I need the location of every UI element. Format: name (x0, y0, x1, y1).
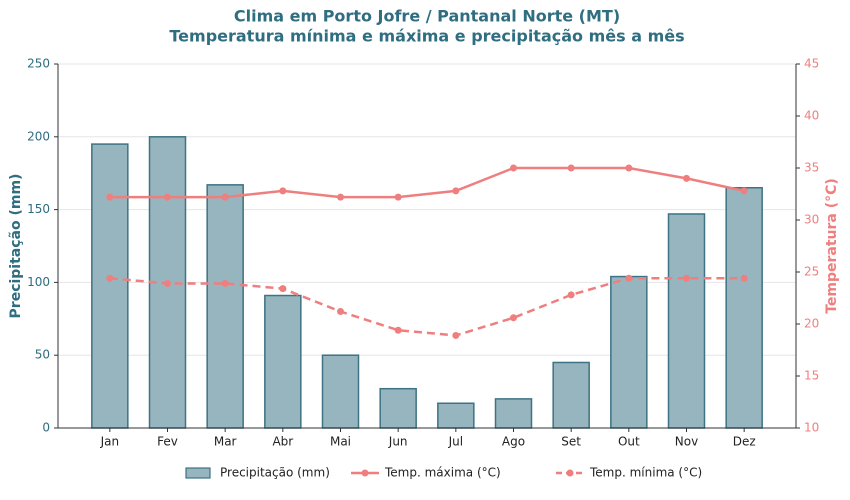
x-tick-label: Jun (388, 435, 408, 449)
point (279, 285, 287, 293)
y-tick-label: 200 (27, 129, 50, 143)
point (510, 164, 517, 172)
point (221, 193, 229, 201)
bar (437, 402, 475, 429)
y2-tick-label: 25 (804, 265, 819, 279)
point (683, 174, 690, 182)
point (740, 274, 748, 282)
point (279, 187, 287, 195)
bar (494, 398, 533, 429)
y2-tick-label: 20 (804, 317, 819, 331)
x-tick-label: Dez (733, 435, 756, 449)
point (394, 193, 402, 201)
point (510, 314, 517, 322)
chart-title: Clima em Porto Jofre / Pantanal Norte (M… (234, 7, 620, 26)
y-tick-label: 0 (42, 421, 50, 435)
legend-swatch (185, 467, 211, 479)
point (740, 187, 748, 195)
bar (264, 294, 302, 429)
y2-tick-label: 45 (804, 57, 819, 71)
x-tick-label: Jul (448, 435, 463, 449)
legend-label: Temp. mínima (°C) (589, 466, 702, 480)
line (109, 276, 745, 337)
point (164, 193, 171, 201)
bar (552, 361, 590, 429)
bar (667, 213, 706, 429)
point (106, 193, 114, 201)
point (567, 291, 575, 299)
point (337, 193, 344, 201)
y2-tick-label: 40 (804, 109, 819, 123)
point (625, 274, 633, 282)
point (452, 331, 460, 339)
chart-subtitle: Temperatura mínima e máxima e precipitaç… (169, 27, 684, 46)
point (567, 164, 575, 172)
point (164, 279, 171, 287)
x-tick-label: Fev (157, 435, 178, 449)
x-tick-label: Out (618, 435, 640, 449)
bar (321, 354, 360, 429)
bar (610, 275, 648, 429)
point (394, 326, 402, 334)
legend-marker (566, 469, 574, 477)
line (109, 166, 745, 199)
bar (206, 184, 244, 429)
y2-tick-label: 15 (804, 369, 819, 383)
point (337, 308, 344, 316)
point (106, 274, 114, 282)
x-tick-label: Mar (214, 435, 237, 449)
y-tick-label: 150 (27, 202, 50, 216)
y-axis-label: Precipitação (mm) (8, 174, 24, 319)
y2-tick-label: 10 (804, 421, 819, 435)
x-tick-label: Nov (675, 435, 698, 449)
x-tick-label: Set (561, 435, 581, 449)
legend-label: Temp. máxima (°C) (384, 466, 501, 480)
y-tick-label: 250 (27, 57, 50, 71)
x-tick-label: Ago (502, 435, 525, 449)
y-tick-label: 100 (27, 275, 50, 289)
legend-label: Precipitação (mm) (220, 466, 330, 480)
point (452, 187, 460, 195)
point (221, 279, 229, 287)
y2-tick-label: 35 (804, 161, 819, 175)
x-tick-label: Mai (330, 435, 351, 449)
point (683, 274, 690, 282)
x-tick-label: Abr (272, 435, 293, 449)
point (625, 164, 633, 172)
legend-marker (361, 469, 369, 477)
x-tick-label: Jan (100, 435, 120, 449)
y2-axis-label: Temperatura (°C) (824, 178, 840, 314)
bar (379, 387, 417, 429)
bar (91, 143, 129, 429)
y-tick-label: 50 (35, 348, 50, 362)
bar (725, 187, 763, 429)
y2-tick-label: 30 (804, 213, 819, 227)
